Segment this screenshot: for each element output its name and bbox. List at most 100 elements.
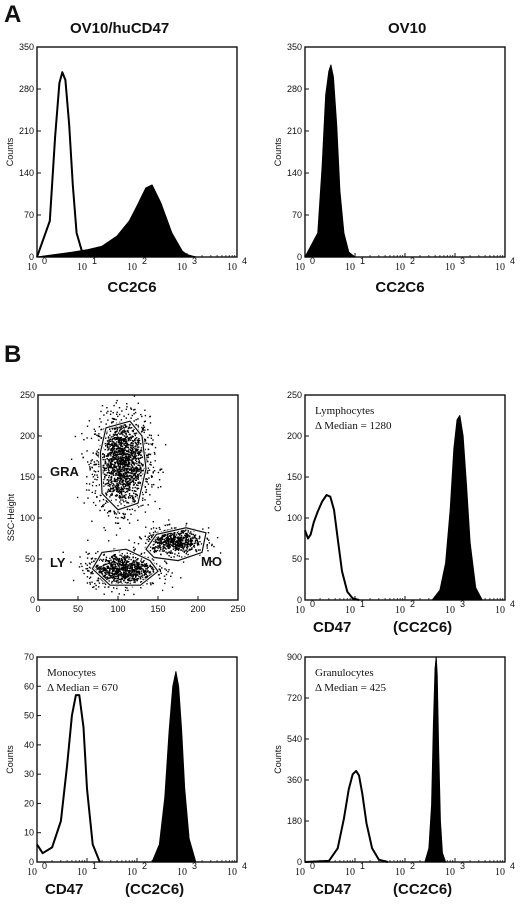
scatter-point <box>132 462 134 465</box>
scatter-point <box>140 566 142 568</box>
scatter-point <box>103 575 105 577</box>
scatter-point <box>116 411 118 413</box>
scatter-point <box>130 407 132 409</box>
scatter-point <box>126 446 128 448</box>
scatter-point <box>107 567 109 569</box>
scatter-point <box>139 568 141 570</box>
scatter-point <box>117 567 119 570</box>
scatter-point <box>118 467 121 470</box>
scatter-point <box>114 443 116 446</box>
scatter-point <box>128 468 130 470</box>
scatter-point <box>162 535 164 537</box>
scatter-point <box>106 412 108 414</box>
scatter-point <box>119 427 121 429</box>
scatter-point <box>127 456 129 459</box>
scatter-point <box>185 535 187 537</box>
scatter-point <box>130 567 132 569</box>
scatter-point <box>144 535 146 537</box>
scatter-point <box>86 564 88 566</box>
scatter-point <box>157 542 159 544</box>
scatter-point <box>164 544 166 546</box>
scatter-point <box>109 453 111 455</box>
scatter-point <box>111 449 114 451</box>
scatter-point <box>102 466 104 469</box>
y-tick-label: 70 <box>24 210 34 220</box>
scatter-point <box>132 495 134 497</box>
scatter-point <box>118 453 120 456</box>
scatter-point <box>150 566 152 568</box>
scatter-point <box>145 454 147 456</box>
scatter-point <box>160 537 163 540</box>
scatter-point <box>180 535 183 537</box>
scatter-point <box>140 443 142 445</box>
scatter-point <box>152 566 154 569</box>
scatter-point <box>136 463 138 465</box>
scatter-point <box>143 560 145 562</box>
scatter-point <box>171 552 174 554</box>
scatter-point <box>115 473 117 475</box>
scatter-point <box>179 537 181 540</box>
scatter-point <box>152 571 155 573</box>
scatter-point <box>170 550 172 552</box>
scatter-point <box>170 575 172 577</box>
scatter-point <box>116 459 119 461</box>
scatter-point <box>134 452 136 454</box>
scatter-point <box>141 570 143 572</box>
scatter-point <box>122 457 124 459</box>
scatter-point <box>128 539 130 541</box>
scatter-point <box>123 490 125 493</box>
scatter-point <box>138 441 140 444</box>
scatter-point <box>112 557 114 560</box>
scatter-point <box>123 594 125 596</box>
scatter-point <box>123 465 125 467</box>
scatter-point <box>132 444 134 446</box>
scatter-point <box>135 443 138 445</box>
scatter-point <box>107 419 109 421</box>
scatter-point <box>197 544 199 546</box>
scatter-point <box>127 582 129 584</box>
scatter-point <box>120 419 123 421</box>
x-axis-label-paren: (CC2C6) <box>393 619 452 636</box>
scatter-point <box>106 482 108 485</box>
scatter-point <box>174 545 176 548</box>
scatter-point <box>125 441 127 443</box>
scatter-point <box>136 437 138 439</box>
scatter-point <box>109 438 112 440</box>
scatter-point <box>120 444 123 446</box>
scatter-point <box>99 567 102 569</box>
scatter-point <box>115 513 118 515</box>
scatter-point <box>126 556 128 559</box>
scatter-point <box>117 473 120 476</box>
scatter-point <box>131 445 134 447</box>
scatter-point <box>172 540 174 542</box>
scatter-point <box>135 563 137 565</box>
scatter-point <box>191 539 193 542</box>
scatter-point <box>129 449 132 451</box>
scatter-point <box>108 562 110 564</box>
scatter-point <box>144 577 147 579</box>
scatter-point <box>133 571 135 574</box>
scatter-point <box>83 502 85 504</box>
scatter-point <box>146 571 148 573</box>
scatter-point <box>112 486 114 489</box>
scatter-point <box>79 556 81 558</box>
scatter-point <box>137 451 139 454</box>
scatter-point <box>109 509 112 512</box>
scatter-point <box>157 434 160 436</box>
gate-label-mo: MO <box>201 554 222 569</box>
scatter-point <box>140 413 142 416</box>
scatter-point <box>164 444 167 446</box>
scatter-point <box>125 467 127 470</box>
scatter-point <box>128 579 130 582</box>
scatter-point <box>122 449 124 451</box>
scatter-point <box>131 489 133 492</box>
scatter-point <box>112 445 114 447</box>
scatter-point <box>137 418 139 420</box>
scatter-point <box>95 504 97 507</box>
scatter-point <box>146 460 148 462</box>
scatter-point <box>88 566 91 569</box>
scatter-point <box>98 568 100 571</box>
scatter-point <box>108 428 111 430</box>
scatter-point <box>110 487 112 489</box>
scatter-point <box>91 557 94 559</box>
